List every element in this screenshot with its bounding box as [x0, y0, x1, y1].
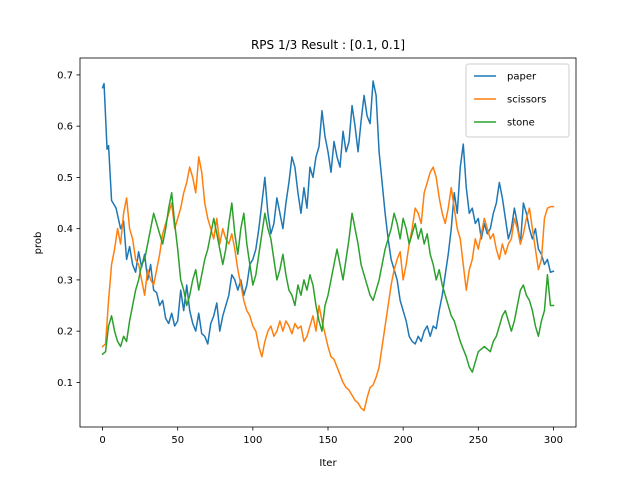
x-tick-label: 200	[394, 435, 413, 446]
x-tick-label: 50	[171, 435, 184, 446]
y-tick-label: 0.2	[57, 327, 73, 338]
y-tick-label: 0.7	[57, 70, 73, 81]
plot-frame	[79, 57, 577, 428]
x-tick-label: 250	[469, 435, 488, 446]
series-line-stone	[101, 192, 555, 373]
plot-series	[101, 80, 555, 412]
y-tick-label: 0.1	[57, 378, 73, 389]
y-axis-label: prob	[33, 232, 44, 255]
x-tick-label: 0	[99, 435, 105, 446]
chart-title: RPS 1/3 Result : [0.1, 0.1]	[251, 38, 405, 52]
x-tick-label: 100	[243, 435, 262, 446]
y-tick-label: 0.3	[57, 275, 73, 286]
legend-box	[465, 63, 570, 138]
x-tick-label: 300	[544, 435, 563, 446]
legend-label-paper: paper	[507, 72, 537, 83]
legend-label-stone: stone	[507, 118, 535, 129]
y-tick-label: 0.4	[57, 224, 73, 235]
series-line-scissors	[101, 156, 555, 412]
legend-label-scissors: scissors	[507, 95, 546, 106]
y-tick-label: 0.5	[57, 173, 73, 184]
x-axis-ticks: 0 50 100 150 200 250 300	[99, 427, 563, 446]
x-tick-label: 150	[318, 435, 337, 446]
y-tick-label: 0.6	[57, 122, 73, 133]
x-axis-label: Iter	[319, 458, 337, 469]
legend: paper scissors stone	[465, 63, 570, 138]
y-axis-ticks: 0.1 0.2 0.3 0.4 0.5 0.6 0.7	[57, 70, 80, 389]
series-line-paper	[101, 80, 555, 345]
